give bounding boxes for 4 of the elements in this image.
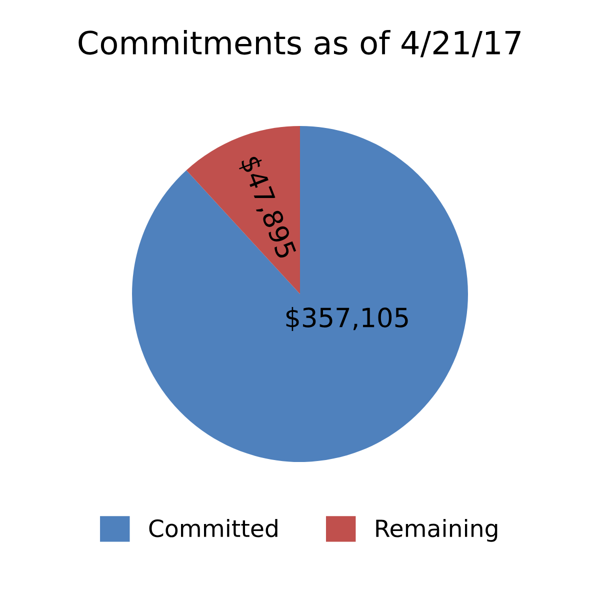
legend-label: Committed	[149, 518, 278, 538]
data-label: $357,105	[286, 307, 408, 331]
chart-title: Commitments as of 4/21/17	[78, 30, 520, 58]
legend-label: Remaining	[376, 518, 498, 542]
